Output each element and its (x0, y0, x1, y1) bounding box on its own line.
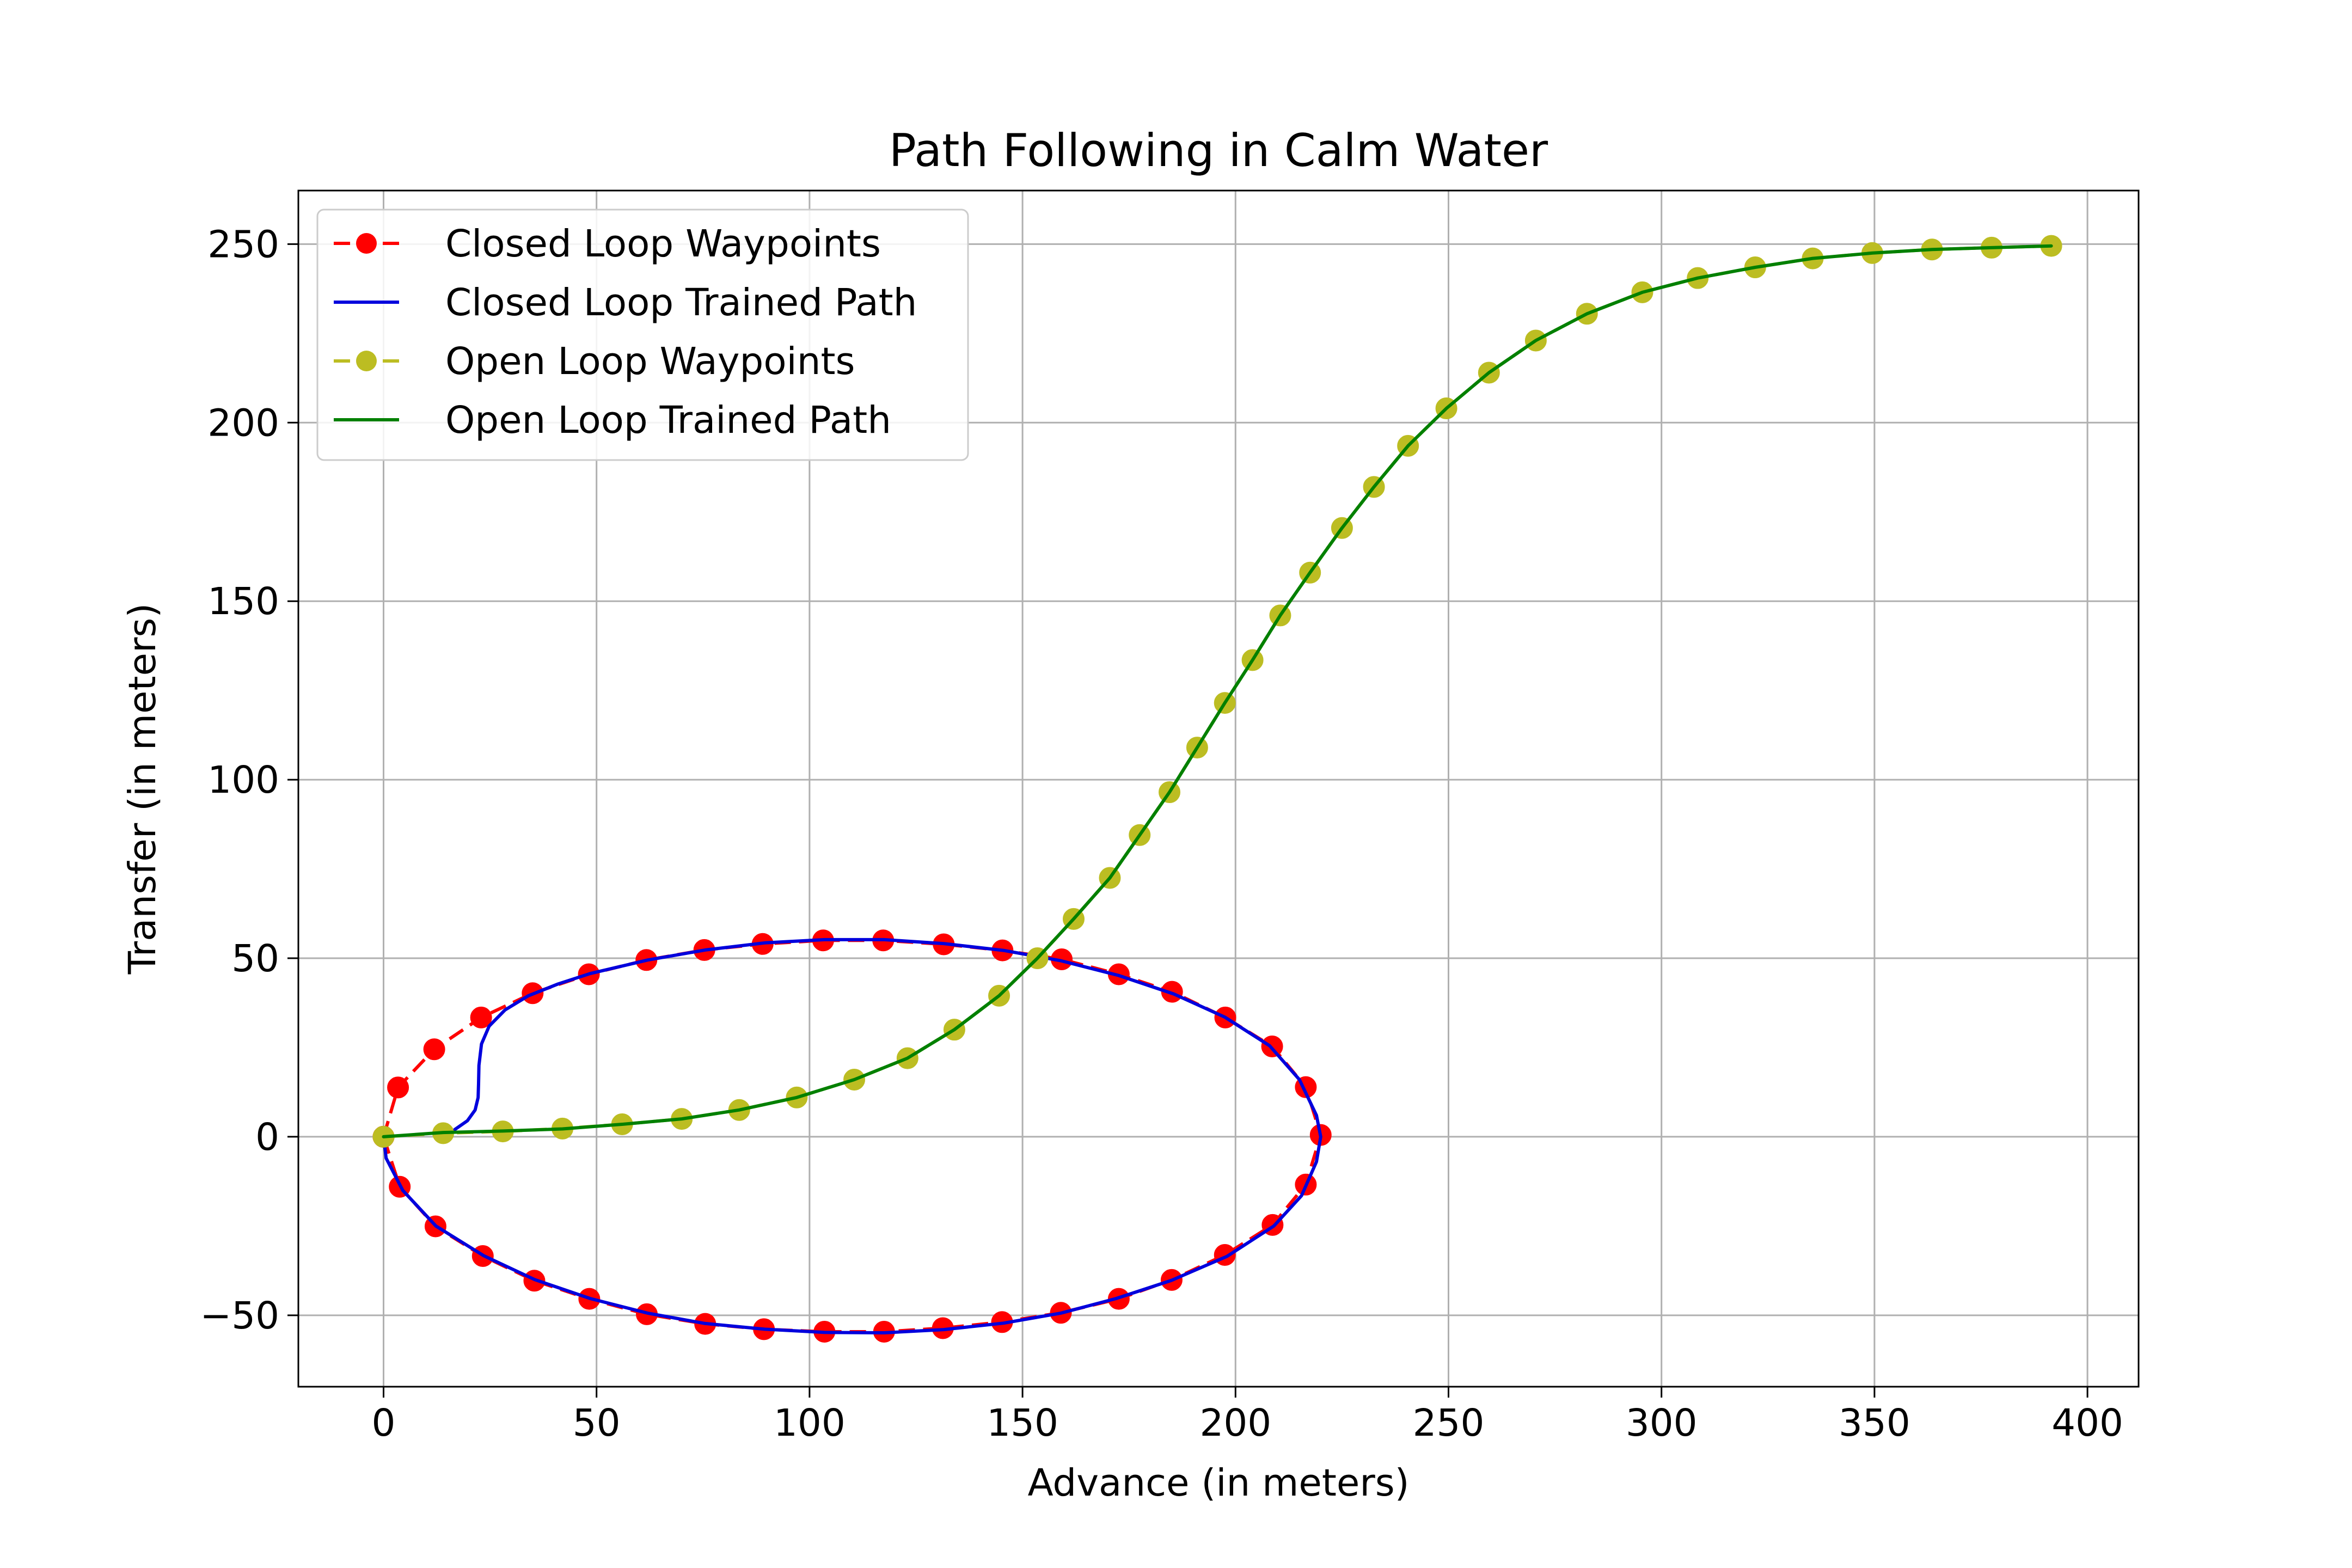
y-tick-label: 100 (207, 758, 279, 802)
y-tick-label: −50 (200, 1294, 279, 1338)
y-axis-label: Transfer (in meters) (121, 603, 164, 975)
legend-label: Closed Loop Waypoints (445, 222, 881, 266)
x-tick-label: 200 (1199, 1401, 1271, 1445)
plot-frame (297, 189, 2140, 1388)
data-point (470, 1006, 492, 1028)
y-tick-label: 200 (207, 401, 279, 445)
legend-label: Open Loop Trained Path (445, 399, 891, 442)
x-tick-label: 250 (1413, 1401, 1485, 1445)
plot-series (372, 235, 2062, 1343)
data-point (387, 1076, 409, 1099)
legend-label: Closed Loop Trained Path (445, 281, 917, 324)
x-tick-label: 50 (573, 1401, 621, 1445)
x-tick-label: 300 (1626, 1401, 1698, 1445)
x-tick-label: 350 (1839, 1401, 1910, 1445)
legend-marker (356, 351, 377, 371)
x-tick-label: 400 (2051, 1401, 2123, 1445)
axis-ticks: 0 50 100 150 200 250 300 350 400 −50 0 50 100 150 200 2… (200, 223, 2123, 1445)
x-tick-label: 150 (987, 1401, 1058, 1445)
legend: Closed Loop Waypoints Closed Loop Trained… (316, 209, 969, 461)
y-tick-label: 0 (255, 1116, 279, 1159)
y-tick-label: 250 (207, 223, 279, 266)
legend-marker (356, 233, 377, 254)
y-tick-label: 150 (207, 580, 279, 623)
x-tick-label: 0 (372, 1401, 396, 1445)
series-3 (382, 244, 2053, 1138)
chart-title: Path Following in Calm Water (889, 124, 1548, 177)
data-point (423, 1038, 445, 1061)
series-line (382, 244, 2053, 1138)
legend-label: Open Loop Waypoints (445, 340, 855, 383)
legend-box (316, 209, 969, 461)
x-tick-label: 100 (774, 1401, 846, 1445)
y-tick-label: 50 (231, 937, 279, 981)
series-1 (382, 938, 1322, 1334)
x-axis-label: Advance (in meters) (1027, 1461, 1409, 1505)
series-line (382, 938, 1322, 1334)
